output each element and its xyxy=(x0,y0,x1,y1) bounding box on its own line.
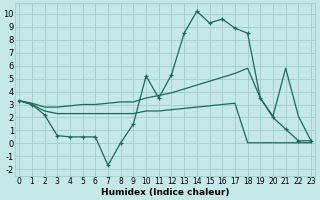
X-axis label: Humidex (Indice chaleur): Humidex (Indice chaleur) xyxy=(101,188,229,197)
